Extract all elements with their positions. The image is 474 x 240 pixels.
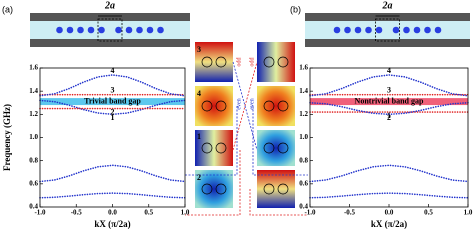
band-gap xyxy=(40,98,185,106)
band xyxy=(309,192,469,199)
x-tick-label: 0.0 xyxy=(108,209,117,217)
rod xyxy=(424,26,431,34)
band-number: 2 xyxy=(111,107,115,116)
parity-label: even xyxy=(236,98,242,109)
y-tick-label: 1.2 xyxy=(29,110,38,118)
y-tick-label: 1.4 xyxy=(299,87,308,95)
rod xyxy=(333,26,341,34)
rod xyxy=(344,26,351,34)
cladding xyxy=(30,13,190,21)
band-number: 1 xyxy=(387,111,391,120)
band-number: 4 xyxy=(111,66,115,75)
y-tick-label: 1.2 xyxy=(299,110,308,118)
rod xyxy=(365,26,372,34)
cladding xyxy=(30,39,190,47)
band-gap xyxy=(310,98,468,106)
field-map xyxy=(257,130,295,166)
y-tick-label: 0.8 xyxy=(29,156,38,164)
x-tick-label: -0.5 xyxy=(344,209,356,217)
rod xyxy=(125,26,133,34)
x-tick-label: 0.0 xyxy=(385,209,394,217)
cladding xyxy=(305,39,470,47)
waveguide-schematic: 2a xyxy=(305,0,470,47)
rod xyxy=(56,26,63,34)
band-number: 2 xyxy=(387,113,391,122)
rod xyxy=(392,26,400,34)
core xyxy=(305,21,470,39)
x-tick-label: -1.0 xyxy=(34,209,46,217)
band xyxy=(39,164,186,183)
band xyxy=(39,99,186,116)
field-map xyxy=(257,86,295,126)
field-map xyxy=(195,170,233,208)
band xyxy=(309,101,469,116)
panel-label: (a) xyxy=(2,4,13,14)
unit-cell xyxy=(375,18,400,42)
band-gap-label: Nontrivial band gap xyxy=(355,96,424,105)
field-map xyxy=(257,170,295,208)
rod xyxy=(66,26,74,34)
rod xyxy=(77,26,84,34)
rod xyxy=(115,26,122,34)
panel-label: (b) xyxy=(290,4,301,14)
rod xyxy=(157,26,164,34)
rod xyxy=(403,26,410,34)
y-tick-label: 0.6 xyxy=(299,179,308,187)
rod xyxy=(354,26,362,34)
x-tick-label: 0.5 xyxy=(144,209,153,217)
scale-label: 2a xyxy=(104,0,115,11)
rod xyxy=(87,26,95,34)
parity-label: odd xyxy=(249,58,255,67)
y-tick-label: 1.6 xyxy=(29,64,38,72)
x-tick-label: 1.0 xyxy=(464,209,473,217)
rod xyxy=(146,26,154,34)
x-tick-label: 0.5 xyxy=(424,209,433,217)
band xyxy=(309,164,469,183)
rod xyxy=(413,26,421,34)
field-map xyxy=(195,42,233,82)
rod xyxy=(434,26,442,34)
y-axis-title: Frequency (GHz) xyxy=(2,104,12,171)
mode-number: 2 xyxy=(197,173,201,182)
core xyxy=(30,21,190,39)
band xyxy=(39,74,186,97)
x-tick-label: -0.5 xyxy=(71,209,83,217)
field-map xyxy=(195,86,233,126)
band-number: 1 xyxy=(111,113,115,122)
x-tick-label: -1.0 xyxy=(304,209,316,217)
band xyxy=(309,74,469,97)
rod xyxy=(136,26,143,34)
band-gap-label: Trivial band gap xyxy=(84,96,141,105)
waveguide-schematic: 2a xyxy=(30,0,190,47)
scale-label: 2a xyxy=(382,0,393,11)
rod xyxy=(98,26,105,34)
field-maps xyxy=(185,42,308,216)
mode-number: 3 xyxy=(197,45,201,54)
band xyxy=(39,192,186,199)
rod xyxy=(375,26,383,34)
y-tick-label: 0.4 xyxy=(299,203,308,211)
y-tick-label: 1.0 xyxy=(29,133,38,141)
y-tick-label: 0.4 xyxy=(29,203,38,211)
parity-label: odd xyxy=(236,58,242,67)
y-tick-label: 0.8 xyxy=(299,156,308,164)
x-axis-title: kX (π/2a) xyxy=(94,219,130,229)
mode-number: 4 xyxy=(197,89,201,98)
band-number: 4 xyxy=(387,66,391,75)
field-map xyxy=(257,42,295,82)
band-number: 3 xyxy=(387,85,391,94)
y-tick-label: 1.6 xyxy=(299,64,308,72)
y-tick-label: 1.4 xyxy=(29,87,38,95)
y-tick-label: 1.0 xyxy=(299,133,308,141)
unit-cell xyxy=(97,18,123,42)
field-map xyxy=(195,130,233,166)
x-axis-title: kX (π/2a) xyxy=(371,219,407,229)
band-number: 3 xyxy=(111,85,115,94)
cladding xyxy=(305,13,470,21)
y-tick-label: 0.6 xyxy=(29,179,38,187)
parity-label: even xyxy=(249,98,255,109)
mode-number: 1 xyxy=(197,132,201,141)
x-tick-label: 1.0 xyxy=(181,209,190,217)
